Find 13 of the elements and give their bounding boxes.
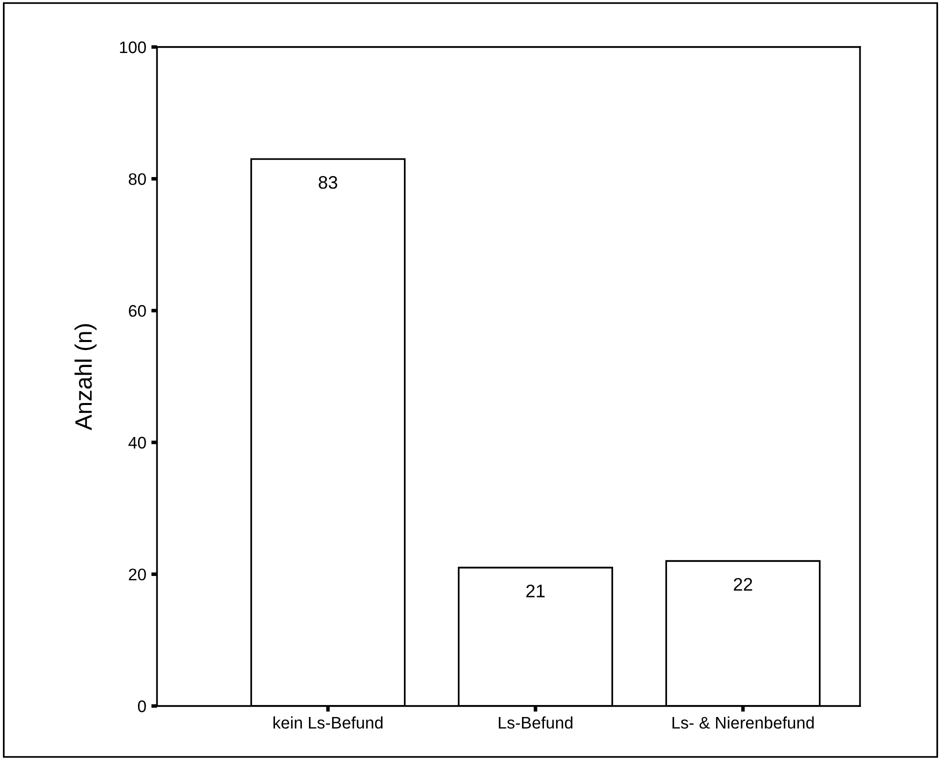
data-label: 22: [734, 578, 752, 591]
x-tick-label: Ls-Befund: [498, 716, 572, 729]
x-tick-label: kein Ls-Befund: [274, 716, 382, 729]
y-axis-title: Anzahl (n): [74, 324, 97, 430]
data-label: 83: [318, 176, 338, 189]
data-label: 21: [526, 584, 545, 598]
y-tick-label: 80: [128, 173, 146, 186]
x-tick-label: Ls- & Nierenbefund: [672, 716, 814, 729]
y-tick-label: 40: [128, 436, 146, 449]
y-tick-label: 0: [138, 700, 146, 712]
y-tick-label: 20: [128, 568, 146, 580]
y-tick-label: 100: [120, 41, 146, 54]
y-tick-label: 60: [128, 305, 146, 317]
